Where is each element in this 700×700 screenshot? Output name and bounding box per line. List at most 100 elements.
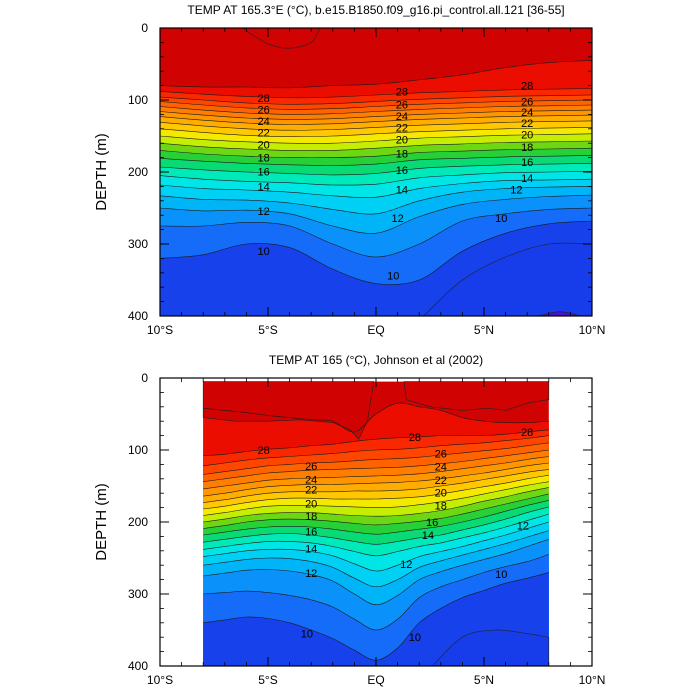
y-axis-label: DEPTH (m) <box>93 133 110 211</box>
contour-label: 20 <box>396 135 408 147</box>
contour-label: 24 <box>258 116 270 128</box>
contour-label: 28 <box>396 86 408 98</box>
y-tick-label: 300 <box>128 237 148 251</box>
contour-labels: 2826242220181614121028262422201816141210… <box>258 81 534 283</box>
contour-label: 22 <box>521 118 533 130</box>
contour-line-22 <box>203 469 549 503</box>
y-tick-label: 400 <box>128 659 148 673</box>
y-tick-label: 100 <box>128 443 148 457</box>
contour-label: 12 <box>258 206 270 218</box>
contour-label: 26 <box>305 461 317 473</box>
contour-label: 18 <box>396 148 408 160</box>
contour-line-27 <box>160 94 592 105</box>
contour-line-15 <box>160 171 592 186</box>
x-tick-label: 5°S <box>258 673 277 687</box>
contour-line-18 <box>203 493 549 529</box>
contour-label: 12 <box>517 521 529 533</box>
contour-lines <box>160 60 592 285</box>
contour-label: 10 <box>258 246 270 258</box>
contour-label: 10 <box>409 632 421 644</box>
contour-label: 18 <box>435 500 447 512</box>
x-tick-label: 5°N <box>474 673 494 687</box>
contour-label: 22 <box>258 127 270 139</box>
axis-ticks: 10°S 5°S EQ 5°N 10°N 0 100 200 300 400 <box>128 21 605 337</box>
contour-line-13 <box>160 186 592 215</box>
x-tick-label: 10°N <box>579 673 606 687</box>
chart-panel-observations: TEMP AT 165 (°C), Johnson et al (2002) 2… <box>93 353 605 687</box>
contour-label: 24 <box>521 107 533 119</box>
contour-label: 28 <box>409 432 421 444</box>
contour-line-27 <box>203 435 549 467</box>
y-tick-label: 100 <box>128 93 148 107</box>
contour-lines <box>203 402 549 661</box>
x-tick-label: EQ <box>367 323 384 337</box>
y-tick-label: 300 <box>128 587 148 601</box>
contour-label: 10 <box>301 629 313 641</box>
deep-cold-band <box>431 629 550 666</box>
chart-title: TEMP AT 165 (°C), Johnson et al (2002) <box>269 353 483 367</box>
contour-line-17 <box>203 500 549 536</box>
contour-line-11 <box>203 554 549 631</box>
chart-title: TEMP AT 165.3°E (°C), b.e15.B1850.f09_g1… <box>187 3 564 17</box>
y-tick-label: 0 <box>141 21 148 35</box>
contour-label: 14 <box>305 544 317 556</box>
contour-label: 18 <box>305 511 317 523</box>
contour-line-14 <box>203 521 549 572</box>
contour-label: 20 <box>521 130 533 142</box>
deep-cold-band <box>423 242 592 316</box>
x-tick-label: 10°S <box>147 673 173 687</box>
contour-line-15 <box>203 513 549 557</box>
contour-label: 26 <box>435 449 447 461</box>
contour-line-24 <box>203 456 549 490</box>
contour-label: 16 <box>258 166 270 178</box>
contour-line-20 <box>160 133 592 144</box>
contour-label: 16 <box>426 517 438 529</box>
contour-line-29 <box>203 402 549 433</box>
contour-line-26 <box>160 99 592 110</box>
contour-label: 16 <box>396 165 408 177</box>
contour-label: 24 <box>305 475 317 487</box>
chart-panel-model: TEMP AT 165.3°E (°C), b.e15.B1850.f09_g1… <box>93 3 605 337</box>
y-tick-label: 200 <box>128 515 148 529</box>
contour-label: 24 <box>435 462 447 474</box>
contour-label: 12 <box>400 559 412 571</box>
contour-label: 16 <box>305 526 317 538</box>
contour-label: 12 <box>391 213 403 225</box>
contour-label: 22 <box>435 475 447 487</box>
contour-line-25 <box>160 104 592 115</box>
x-tick-label: EQ <box>367 673 384 687</box>
contour-label: 28 <box>521 427 533 439</box>
axis-ticks: 10°S 5°S EQ 5°N 10°N 0 100 200 300 400 <box>128 371 605 687</box>
contour-line-23 <box>160 114 592 125</box>
contour-line-10 <box>160 220 592 285</box>
contour-label: 24 <box>396 111 408 123</box>
contour-line-17 <box>160 155 592 166</box>
contour-line-11 <box>160 207 592 258</box>
y-tick-label: 200 <box>128 165 148 179</box>
contour-label: 14 <box>396 184 408 196</box>
contour-label: 20 <box>305 498 317 510</box>
x-tick-label: 5°S <box>258 323 277 337</box>
contour-label: 14 <box>521 173 533 185</box>
contour-line-12 <box>203 539 549 606</box>
contour-line-19 <box>203 487 549 523</box>
warm-core-band <box>241 28 321 49</box>
contour-line-18 <box>160 147 592 159</box>
contour-line-23 <box>203 462 549 497</box>
contour-line-16 <box>203 506 549 545</box>
contour-line-26 <box>203 442 549 475</box>
contour-label: 26 <box>521 96 533 108</box>
contour-label: 18 <box>258 153 270 165</box>
x-tick-label: 10°N <box>579 323 606 337</box>
contour-line-20 <box>203 481 549 516</box>
contour-line-16 <box>160 163 592 176</box>
contour-line-24 <box>160 109 592 120</box>
contour-line-21 <box>160 127 592 138</box>
y-axis-label: DEPTH (m) <box>93 483 110 561</box>
contour-label: 10 <box>495 569 507 581</box>
contour-line-19 <box>160 140 592 151</box>
y-tick-label: 0 <box>141 371 148 385</box>
contour-label: 28 <box>258 445 270 457</box>
contour-labels: 2826242220181614121028262422201816141210… <box>258 427 534 644</box>
